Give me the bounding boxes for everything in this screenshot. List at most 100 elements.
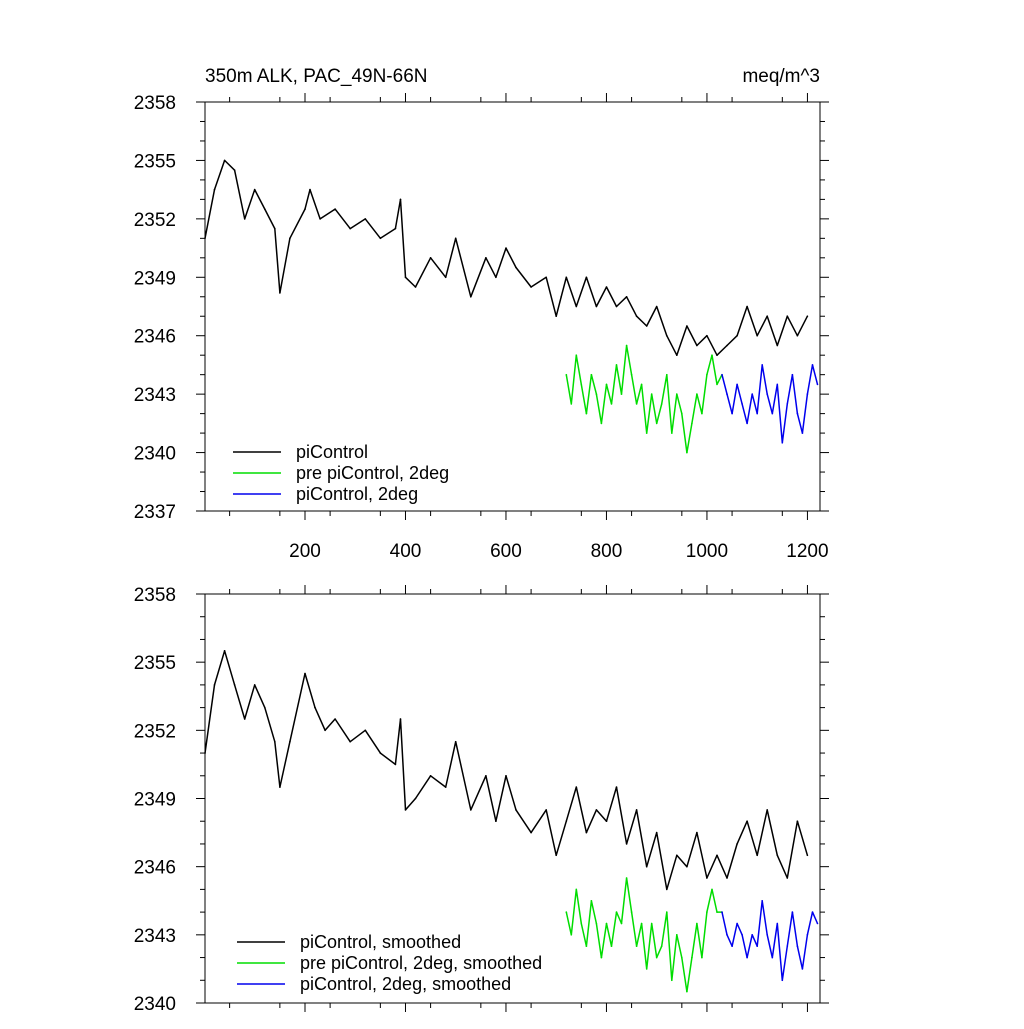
data-point: [671, 432, 673, 434]
data-point: [590, 900, 593, 902]
y-tick-label: 2346: [134, 858, 176, 879]
data-point: [706, 334, 708, 337]
data-point: [264, 706, 266, 709]
data-point: [470, 296, 472, 298]
data-point: [806, 854, 809, 857]
legend-label: piControl, 2deg, smoothed: [300, 974, 511, 994]
data-point: [364, 218, 367, 220]
y-tick-label: 2352: [134, 721, 176, 742]
data-point: [565, 373, 568, 376]
data-point: [711, 888, 713, 891]
data-point: [681, 956, 683, 959]
data-point: [379, 752, 382, 754]
data-point: [736, 843, 738, 845]
data-point: [640, 383, 643, 386]
data-point: [600, 422, 603, 425]
data-point: [600, 956, 603, 959]
data-point: [585, 412, 588, 415]
data-point: [796, 945, 799, 947]
data-point: [404, 276, 407, 279]
data-point: [545, 276, 547, 279]
data-point: [575, 305, 578, 308]
data-point: [444, 786, 447, 788]
data-point: [505, 247, 507, 249]
data-point: [565, 911, 568, 913]
data-point: [314, 706, 316, 709]
plot-frame: [204, 101, 821, 512]
data-point: [640, 922, 643, 925]
data-point: [223, 650, 226, 652]
data-point: [570, 403, 573, 405]
y-tick-label: 2343: [134, 385, 176, 406]
data-point: [213, 188, 216, 191]
data-point: [610, 945, 613, 947]
data-point: [806, 934, 809, 936]
data-point: [736, 334, 738, 337]
data-point: [741, 934, 743, 936]
data-point: [676, 934, 678, 936]
data-point: [379, 237, 382, 240]
data-point: [751, 393, 753, 395]
data-point: [274, 227, 276, 230]
data-point: [585, 276, 588, 279]
data-point: [585, 945, 588, 947]
data-point: [364, 729, 367, 732]
data-point: [726, 393, 728, 395]
data-point: [801, 432, 804, 434]
x-tick-label: 1000: [686, 541, 728, 562]
data-point: [666, 334, 668, 337]
series-line: [565, 344, 723, 454]
data-point: [615, 305, 618, 308]
y-tick-label: 2346: [134, 327, 176, 348]
data-point: [756, 854, 758, 857]
data-point: [399, 198, 402, 201]
data-point: [243, 218, 246, 220]
data-point: [324, 729, 326, 732]
legend-label: piControl, smoothed: [300, 932, 461, 952]
data-point: [666, 373, 668, 376]
series-line: [204, 650, 809, 891]
data-point: [716, 383, 718, 386]
data-point: [253, 684, 256, 686]
data-point: [660, 945, 663, 947]
data-point: [746, 820, 748, 822]
data-point: [706, 373, 708, 376]
data-point: [620, 922, 623, 925]
data-point: [309, 188, 311, 191]
data-point: [771, 412, 774, 415]
chart-units: meq/m^3: [742, 66, 820, 87]
data-point: [595, 393, 598, 395]
data-point: [625, 843, 628, 845]
data-point: [289, 237, 291, 240]
data-point: [776, 922, 779, 925]
data-point: [429, 775, 432, 777]
data-point: [711, 354, 713, 357]
data-point: [736, 383, 738, 386]
data-point: [696, 344, 698, 347]
data-point: [399, 718, 402, 720]
data-point: [731, 412, 733, 415]
data-point: [701, 412, 703, 415]
data-point: [696, 393, 698, 395]
data-point: [560, 296, 562, 298]
data-point: [485, 775, 487, 777]
data-point: [605, 383, 608, 386]
data-point: [786, 945, 789, 947]
data-point: [666, 888, 668, 891]
data-point: [585, 831, 588, 834]
data-point: [806, 315, 809, 318]
data-point: [726, 877, 728, 879]
data-point: [786, 403, 789, 405]
data-point: [555, 315, 557, 318]
data-point: [706, 877, 708, 879]
y-tick-label: 2337: [134, 502, 176, 523]
data-point: [319, 218, 321, 220]
data-point: [696, 831, 698, 834]
y-tick-label: 2343: [134, 926, 176, 947]
data-point: [691, 422, 693, 425]
data-point: [630, 911, 633, 913]
data-point: [595, 922, 598, 925]
data-point: [746, 956, 748, 959]
